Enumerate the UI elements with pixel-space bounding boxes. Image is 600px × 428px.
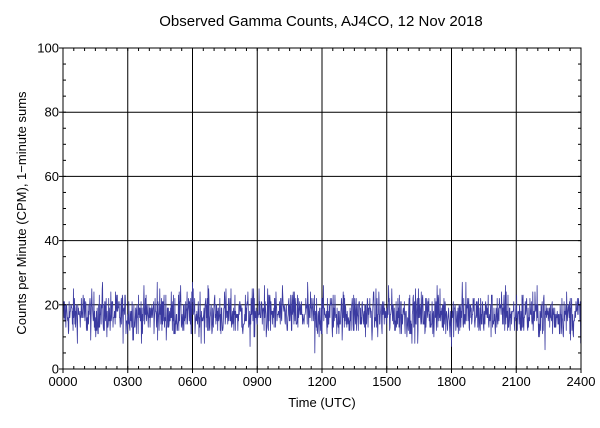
- series-line: [62, 281, 582, 354]
- y-axis-ticks: 0 20 40 60 80 100: [37, 41, 63, 377]
- chart-title: Observed Gamma Counts, AJ4CO, 12 Nov 201…: [159, 13, 483, 30]
- y-tick-label: 0: [52, 362, 59, 377]
- x-tick-label: 2400: [567, 374, 596, 389]
- y-tick-label: 80: [45, 105, 59, 120]
- y-tick-label: 100: [37, 41, 59, 56]
- x-tick-label: 0000: [49, 374, 78, 389]
- x-tick-label: 1800: [437, 374, 466, 389]
- series-layer: [62, 281, 582, 354]
- x-axis-title: Time (UTC): [288, 395, 355, 410]
- x-tick-label: 1200: [308, 374, 337, 389]
- x-tick-label: 0300: [113, 374, 142, 389]
- y-axis-title: Counts per Minute (CPM), 1−minute sums: [14, 91, 29, 335]
- y-tick-label: 20: [45, 297, 59, 312]
- x-tick-label: 0900: [243, 374, 272, 389]
- x-tick-label: 1500: [372, 374, 401, 389]
- y-tick-label: 60: [45, 169, 59, 184]
- x-axis-ticks: 0000 0300 0600 0900 1200 1500 1800 2100 2400: [49, 369, 596, 389]
- x-tick-label: 2100: [502, 374, 531, 389]
- y-tick-label: 40: [45, 233, 59, 248]
- x-tick-label: 0600: [178, 374, 207, 389]
- minor-ticks: [62, 47, 582, 370]
